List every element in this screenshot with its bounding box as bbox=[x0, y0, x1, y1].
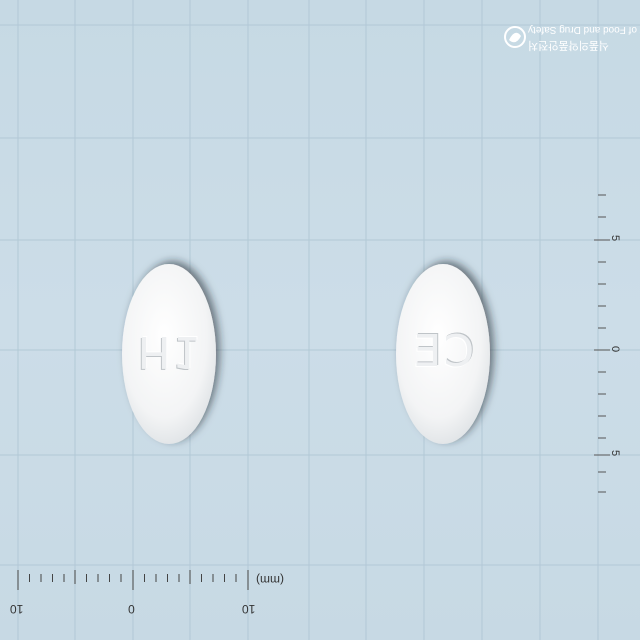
logo-text-kr: 식품의약품안전처 bbox=[528, 39, 609, 51]
pill-left bbox=[122, 264, 216, 444]
logo-text-en: Ministry of Food and Drug Safety bbox=[528, 24, 640, 35]
mfds-logo-icon bbox=[504, 26, 526, 48]
pill-right bbox=[396, 264, 490, 444]
